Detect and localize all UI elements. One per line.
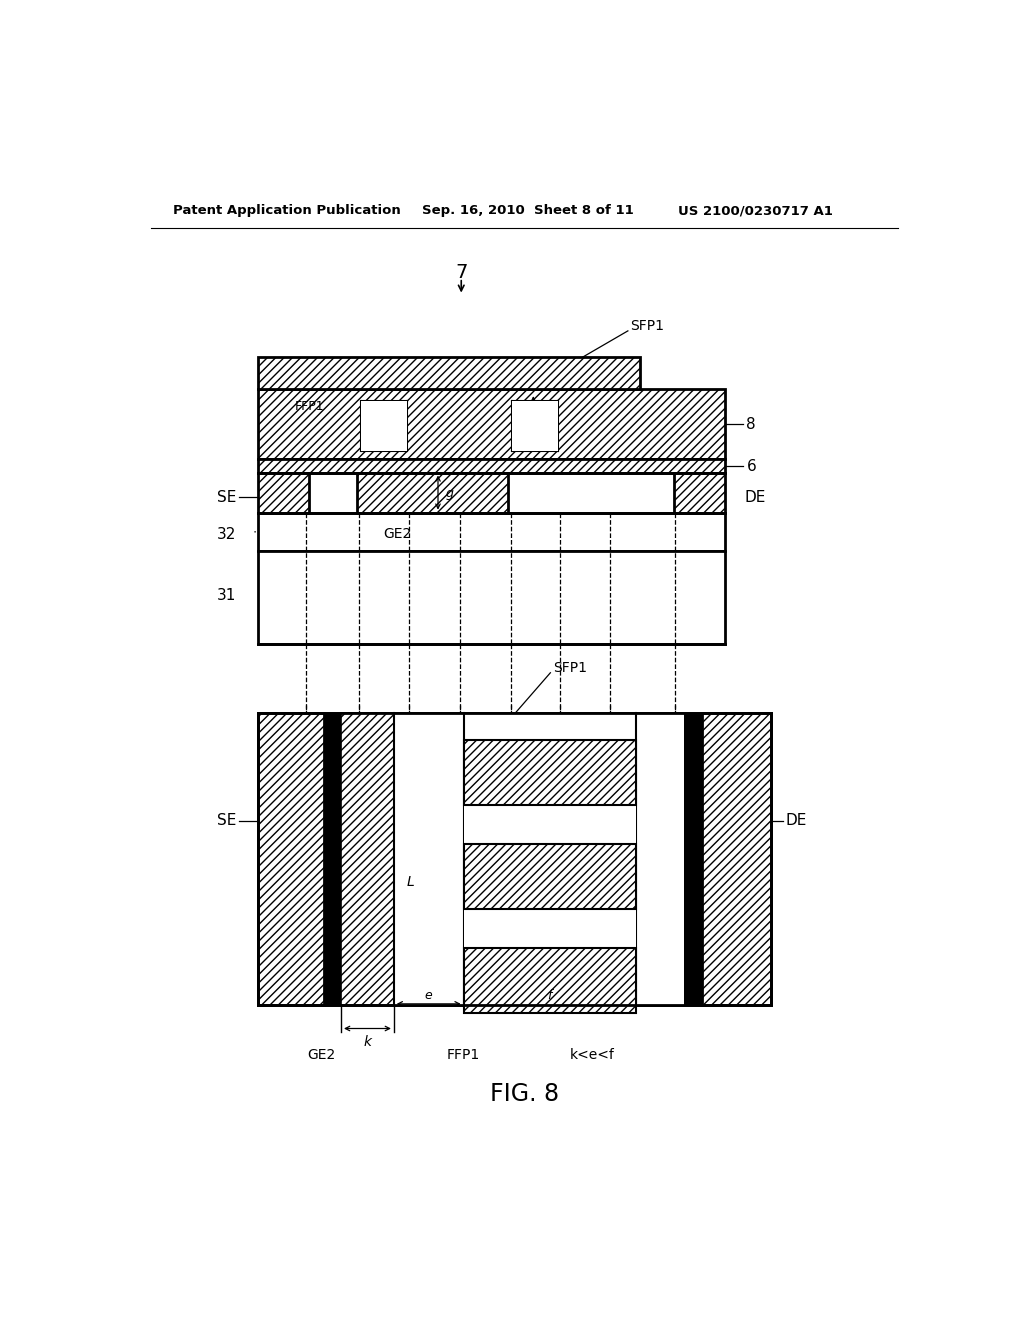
Bar — [258, 713, 771, 1006]
Bar — [258, 473, 308, 512]
Bar — [258, 389, 725, 459]
Bar — [356, 473, 508, 512]
Text: Sep. 16, 2010  Sheet 8 of 11: Sep. 16, 2010 Sheet 8 of 11 — [423, 205, 634, 218]
Text: SE: SE — [217, 490, 237, 504]
Text: L: L — [407, 875, 415, 890]
Text: k<e<f: k<e<f — [569, 1048, 614, 1063]
Text: DE: DE — [744, 490, 766, 504]
Text: 31: 31 — [217, 589, 237, 603]
Bar — [360, 401, 407, 451]
Bar — [464, 739, 636, 805]
Bar — [258, 713, 771, 1006]
Text: FFP1: FFP1 — [446, 1048, 480, 1063]
Text: Patent Application Publication: Patent Application Publication — [173, 205, 400, 218]
Text: FFP1: FFP1 — [295, 400, 325, 413]
Bar — [464, 948, 636, 1014]
Text: GE2: GE2 — [384, 527, 412, 541]
Text: 8: 8 — [746, 417, 756, 432]
Text: h: h — [547, 417, 554, 430]
Text: 7: 7 — [455, 263, 467, 282]
Bar — [258, 552, 725, 644]
Text: f: f — [548, 989, 552, 1002]
Bar — [258, 358, 640, 389]
Bar — [258, 512, 725, 552]
Text: DE: DE — [785, 813, 807, 828]
Bar — [464, 713, 636, 1006]
Text: FIG. 8: FIG. 8 — [490, 1082, 559, 1106]
Bar — [324, 713, 341, 1006]
Text: GE2: GE2 — [307, 1048, 336, 1063]
Bar — [464, 909, 636, 948]
Bar — [675, 473, 725, 512]
Text: 6: 6 — [746, 459, 756, 474]
Bar — [684, 713, 701, 1006]
Text: k: k — [364, 1035, 372, 1049]
Text: SFP1: SFP1 — [630, 319, 665, 333]
Text: 32: 32 — [217, 527, 237, 541]
Text: SE: SE — [217, 813, 237, 828]
Text: SFP1: SFP1 — [553, 661, 587, 675]
Bar — [341, 713, 394, 1006]
Text: e: e — [425, 989, 432, 1002]
Bar — [464, 805, 636, 843]
Bar — [701, 713, 771, 1006]
Bar — [258, 713, 324, 1006]
Bar — [512, 401, 558, 451]
Bar — [394, 713, 684, 1006]
Text: US 2100/0230717 A1: US 2100/0230717 A1 — [678, 205, 834, 218]
Bar — [258, 459, 725, 473]
Bar — [464, 843, 636, 909]
Text: g: g — [445, 487, 454, 500]
